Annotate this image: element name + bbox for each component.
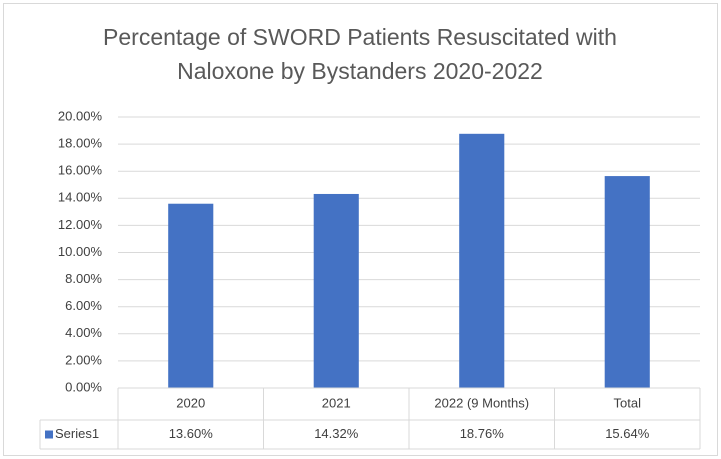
y-tick-label: 10.00% bbox=[58, 244, 103, 259]
table-value: 18.76% bbox=[460, 426, 505, 441]
y-tick-label: 12.00% bbox=[58, 217, 103, 232]
y-tick-label: 20.00% bbox=[58, 108, 103, 123]
x-tick-label: Total bbox=[614, 395, 642, 410]
table-value: 14.32% bbox=[314, 426, 359, 441]
y-tick-label: 16.00% bbox=[58, 163, 103, 178]
table-value: 13.60% bbox=[169, 426, 214, 441]
bar bbox=[459, 133, 505, 388]
y-tick-label: 2.00% bbox=[65, 352, 102, 367]
bar bbox=[604, 176, 650, 388]
y-tick-label: 18.00% bbox=[58, 136, 103, 151]
y-tick-label: 0.00% bbox=[65, 379, 102, 394]
chart-border bbox=[3, 3, 718, 456]
x-tick-label: 2022 (9 Months) bbox=[434, 395, 529, 410]
legend-key bbox=[45, 430, 53, 439]
bar bbox=[168, 203, 214, 388]
y-tick-label: 8.00% bbox=[65, 271, 102, 286]
x-tick-label: 2021 bbox=[322, 395, 351, 410]
table-value: 15.64% bbox=[605, 426, 650, 441]
y-tick-label: 14.00% bbox=[58, 190, 103, 205]
x-tick-label: 2020 bbox=[176, 395, 205, 410]
chart-title: Percentage of SWORD Patients Resuscitate… bbox=[103, 24, 617, 84]
y-tick-label: 6.00% bbox=[65, 298, 102, 313]
legend-label: Series1 bbox=[55, 426, 99, 441]
bar bbox=[313, 193, 359, 388]
y-tick-label: 4.00% bbox=[65, 325, 102, 340]
